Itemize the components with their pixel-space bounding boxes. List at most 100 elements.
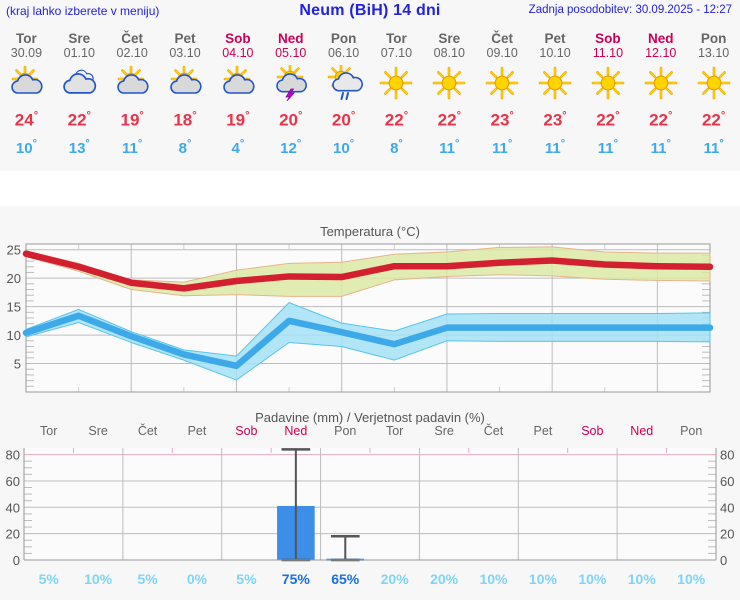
max-temperature: 22° <box>67 110 91 130</box>
day-date: 30.09 <box>10 46 43 60</box>
precipitation-probability: 10% <box>84 571 113 587</box>
sunny-icon <box>426 64 472 102</box>
forecast-day-column[interactable]: Pon 13.10 22° 11° <box>687 26 740 171</box>
max-temperature: 20° <box>331 110 356 130</box>
max-temperature: 22° <box>701 110 726 130</box>
day-date: 04.10 <box>222 46 254 60</box>
precipitation-probability: 10% <box>578 571 607 587</box>
day-name: Sob <box>225 31 251 46</box>
temperature-chart-title: Temperatura (°C) <box>320 224 420 239</box>
day-date: 03.10 <box>169 46 201 60</box>
day-date: 12.10 <box>645 46 677 60</box>
precipitation-probability: 10% <box>479 571 508 587</box>
day-name: Pon <box>700 31 727 46</box>
svg-text:10: 10 <box>7 328 21 343</box>
rain-shower-icon <box>321 64 367 102</box>
sunny-icon <box>638 64 684 102</box>
precipitation-day-label: Ned <box>630 424 654 438</box>
max-temperature: 19° <box>226 110 250 130</box>
precipitation-day-label: Pon <box>680 424 703 438</box>
forecast-day-column[interactable]: Čet 02.10 19° 11° <box>106 26 159 171</box>
precipitation-chart-title: Padavine (mm) / Verjetnost padavin (%) <box>255 410 485 425</box>
svg-text:15: 15 <box>7 300 21 315</box>
precipitation-probability: 5% <box>236 571 257 587</box>
forecast-day-column[interactable]: Sre 01.10 22° 13° <box>53 26 106 171</box>
menu-hint-text: (kraj lahko izberete v meniju) <box>6 4 160 18</box>
day-name: Tor <box>386 31 407 46</box>
precipitation-day-label: Pet <box>533 424 553 438</box>
forecast-day-column[interactable]: Čet 09.10 23° 11° <box>476 26 529 171</box>
precipitation-chart: 0 0 20 20 40 40 60 60 80 80 <box>0 442 740 577</box>
forecast-day-column[interactable]: Pet 03.10 18° 8° <box>159 26 212 171</box>
precipitation-probability: 75% <box>281 571 310 587</box>
sunny-icon <box>479 64 525 102</box>
last-update-text: Zadnja posodobitev: 30.09.2025 - 12:27 <box>528 4 732 16</box>
sunny-icon <box>373 64 419 102</box>
day-date: 02.10 <box>116 46 148 60</box>
forecast-day-column[interactable]: Ned 05.10 20° 12° <box>264 26 317 171</box>
day-date: 01.10 <box>63 46 95 60</box>
forecast-day-column[interactable]: Pet 10.10 23° 11° <box>529 26 582 171</box>
max-temperature: 22° <box>437 110 461 130</box>
section-divider <box>0 171 740 206</box>
forecast-day-column[interactable]: Tor 30.09 24° 10° <box>0 26 53 171</box>
day-name: Sre <box>68 31 91 46</box>
day-name: Čet <box>491 31 514 46</box>
precipitation-day-label: Sob <box>581 424 604 438</box>
forecast-day-column[interactable]: Sob 11.10 22° 11° <box>581 26 634 171</box>
svg-text:0: 0 <box>13 553 20 568</box>
min-temperature: 11° <box>439 137 460 157</box>
max-temperature: 22° <box>649 110 673 130</box>
svg-text:40: 40 <box>720 500 734 515</box>
sunny-icon <box>585 64 631 102</box>
svg-text:20: 20 <box>6 527 20 542</box>
forecast-day-column[interactable]: Pon 06.10 20° 10° <box>317 26 370 171</box>
min-temperature: 8° <box>178 137 192 157</box>
forecast-strip: Tor 30.09 24° 10° Sre 01.10 22° 13° Čet 02.10 1… <box>0 26 740 171</box>
day-name: Pet <box>544 31 566 46</box>
svg-text:60: 60 <box>720 474 734 489</box>
max-temperature: 23° <box>490 110 514 130</box>
svg-text:20: 20 <box>720 527 734 542</box>
precipitation-day-label: Čet <box>137 424 158 438</box>
svg-text:5: 5 <box>14 357 21 372</box>
day-name: Sob <box>595 31 621 46</box>
forecast-day-column[interactable]: Tor 07.10 22° 8° <box>370 26 423 171</box>
min-temperature: 8° <box>390 137 403 157</box>
svg-text:80: 80 <box>6 448 20 463</box>
max-temperature: 24° <box>14 110 39 130</box>
day-date: 06.10 <box>327 46 360 60</box>
svg-text:0: 0 <box>720 553 727 568</box>
max-temperature: 23° <box>543 110 567 130</box>
day-date: 08.10 <box>433 46 465 60</box>
partly-cloudy-icon <box>162 64 208 102</box>
min-temperature: 11° <box>544 137 566 157</box>
precipitation-probability: 65% <box>331 571 360 587</box>
max-temperature: 22° <box>384 110 409 130</box>
min-temperature: 12° <box>280 137 302 157</box>
min-temperature: 11° <box>650 137 671 157</box>
sunny-icon <box>532 64 578 102</box>
forecast-day-column[interactable]: Sre 08.10 22° 11° <box>423 26 476 171</box>
min-temperature: 10° <box>15 137 37 157</box>
forecast-day-column[interactable]: Ned 12.10 22° 11° <box>634 26 687 171</box>
precipitation-day-label: Čet <box>483 424 504 438</box>
day-name: Tor <box>16 31 37 46</box>
min-temperature: 11° <box>703 137 724 157</box>
day-name: Sre <box>438 31 461 46</box>
day-date: 07.10 <box>380 46 413 60</box>
precipitation-day-label: Tor <box>40 424 58 438</box>
max-temperature: 22° <box>596 110 620 130</box>
day-name: Pet <box>174 31 196 46</box>
precipitation-probability-row: 5% 10% 5% 0% 5% 75% 65% 20% 20% 10% 10% 10% 10% 10% <box>24 571 716 593</box>
svg-text:40: 40 <box>6 500 20 515</box>
thunderstorm-icon <box>268 64 314 102</box>
top-bar: (kraj lahko izberete v meniju) Neum (BiH… <box>0 0 740 26</box>
max-temperature: 19° <box>120 110 144 130</box>
temperature-chart: 5 10 15 20 25 <box>0 236 740 411</box>
min-temperature: 13° <box>68 137 90 157</box>
forecast-day-column[interactable]: Sob 04.10 19° 4° <box>211 26 264 171</box>
day-name: Pon <box>330 31 357 46</box>
precipitation-day-label: Ned <box>284 424 308 438</box>
